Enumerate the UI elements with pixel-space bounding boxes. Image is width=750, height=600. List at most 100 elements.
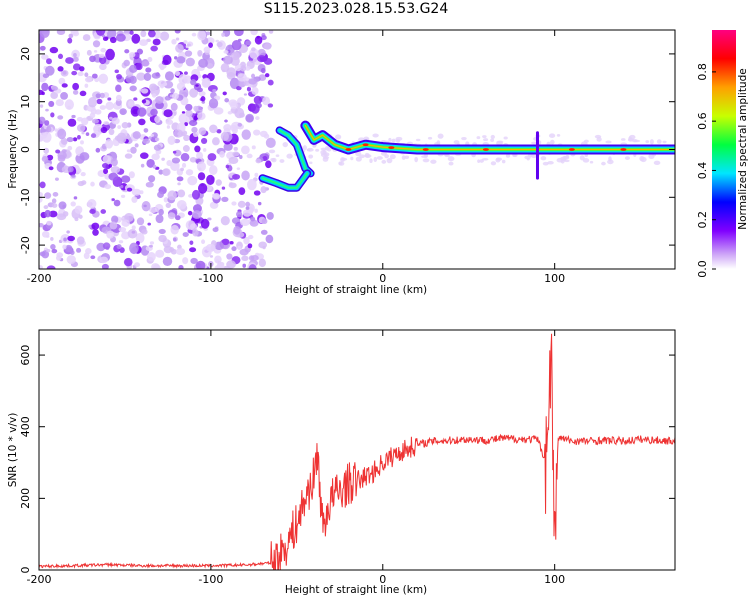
x-tick-label: 0	[379, 272, 386, 285]
noise-blob	[249, 48, 259, 59]
noise-blob	[184, 50, 193, 57]
haze-blob	[490, 161, 497, 166]
noise-blob	[76, 168, 82, 173]
spectrogram-y-ticks: -20 -10 0 10 20	[19, 47, 675, 254]
noise-blob	[264, 73, 270, 78]
noise-blob	[39, 30, 50, 38]
noise-blob	[71, 114, 76, 119]
haze-blob	[389, 154, 396, 160]
noise-blob	[99, 105, 107, 110]
noise-blob	[57, 53, 64, 60]
noise-blob	[177, 182, 181, 186]
noise-blob	[143, 204, 147, 208]
noise-blob	[173, 237, 177, 242]
noise-blob	[121, 217, 125, 220]
noise-blob	[200, 218, 210, 229]
noise-blob	[189, 247, 197, 253]
noise-blob	[230, 106, 238, 114]
y-tick-label: 600	[19, 345, 32, 366]
haze-blob	[503, 136, 508, 140]
noise-blob	[242, 263, 247, 268]
haze-blob	[605, 140, 612, 144]
noise-blob	[143, 72, 152, 81]
noise-blob	[113, 199, 121, 207]
noise-blob	[220, 216, 230, 226]
noise-blob	[93, 50, 98, 53]
noise-blob	[68, 33, 74, 39]
noise-blob	[79, 90, 87, 97]
noise-blob	[262, 96, 271, 106]
noise-blob	[229, 77, 240, 90]
noise-blob	[116, 132, 127, 144]
noise-blob	[182, 145, 190, 153]
noise-blob	[153, 30, 162, 39]
noise-blob	[183, 40, 188, 44]
noise-blob	[44, 120, 50, 126]
noise-blob	[151, 132, 158, 139]
noise-blob	[178, 265, 184, 269]
haze-blob	[496, 140, 504, 144]
noise-blob	[191, 210, 202, 219]
noise-blob	[58, 77, 66, 85]
x-tick-label: 100	[544, 573, 565, 586]
noise-blob	[177, 189, 186, 198]
haze-blob	[391, 138, 396, 143]
noise-blob	[107, 97, 112, 101]
noise-blob	[85, 248, 92, 255]
noise-blob	[171, 157, 181, 164]
noise-blob	[100, 47, 107, 53]
noise-blob	[119, 108, 127, 116]
noise-blob	[158, 208, 164, 216]
noise-blob	[218, 261, 225, 266]
haze-blob	[388, 137, 392, 142]
haze-blob	[401, 155, 406, 160]
colorbar-tick-label: 0.0	[696, 260, 709, 278]
noise-blob	[110, 158, 118, 167]
noise-blob	[203, 46, 211, 53]
noise-blob	[50, 112, 55, 118]
haze-blob	[589, 160, 594, 164]
noise-blob	[67, 37, 73, 44]
noise-blob	[164, 95, 171, 101]
noise-blob	[237, 200, 246, 208]
haze-blob	[564, 159, 570, 163]
y-tick-label: 0	[19, 146, 32, 153]
noise-blob	[182, 232, 189, 237]
noise-blob	[260, 186, 267, 194]
noise-blob	[124, 257, 133, 267]
haze-blob	[601, 161, 606, 166]
y-tick-label: 10	[19, 95, 32, 109]
haze-blob	[448, 161, 454, 166]
haze-blob	[427, 136, 433, 140]
noise-blob	[44, 209, 52, 218]
noise-blob	[238, 187, 246, 196]
noise-blob	[111, 215, 119, 224]
noise-blob	[126, 149, 131, 153]
noise-blob	[54, 177, 59, 181]
noise-blob	[240, 218, 250, 227]
haze-blob	[279, 159, 285, 163]
noise-blob	[171, 92, 179, 100]
haze-blob	[649, 139, 654, 145]
noise-blob	[136, 72, 146, 81]
haze-blob	[324, 146, 330, 151]
noise-blob	[118, 226, 127, 233]
noise-blob	[74, 205, 83, 214]
noise-blob	[159, 31, 170, 41]
noise-blob	[215, 179, 222, 186]
noise-blob	[148, 213, 153, 217]
noise-blob	[64, 244, 73, 253]
noise-blob	[147, 251, 156, 262]
trace-hotspot	[345, 148, 352, 151]
noise-blob	[262, 155, 268, 162]
noise-blob	[120, 175, 131, 183]
noise-blob	[105, 101, 114, 111]
noise-blob	[180, 167, 184, 172]
noise-blob	[152, 164, 157, 169]
noise-blob	[101, 263, 109, 269]
noise-blob	[147, 30, 156, 38]
noise-blob	[66, 230, 70, 234]
noise-blob	[46, 58, 52, 65]
noise-blob	[253, 129, 261, 136]
noise-blob	[81, 117, 89, 126]
